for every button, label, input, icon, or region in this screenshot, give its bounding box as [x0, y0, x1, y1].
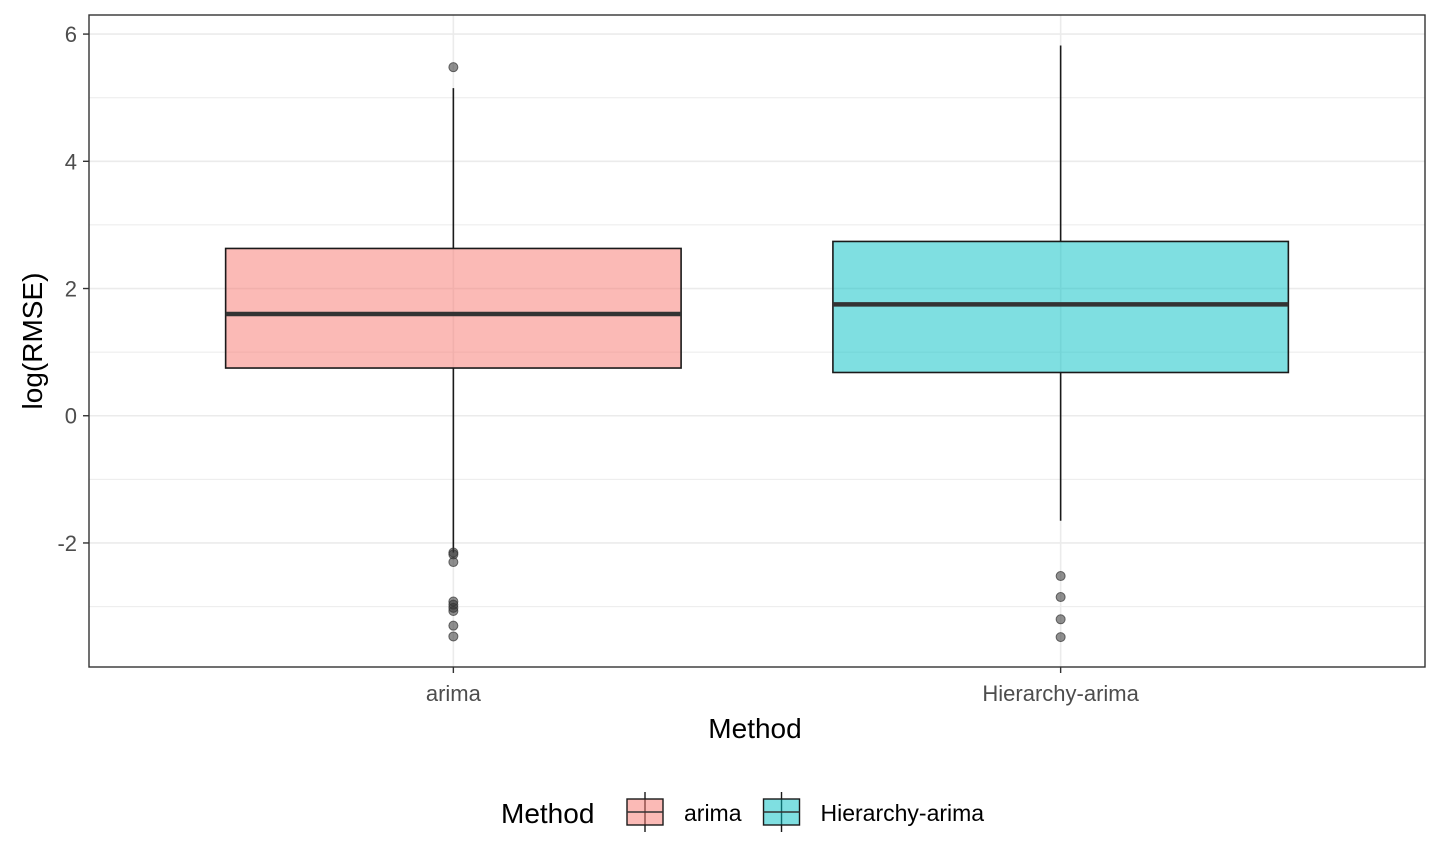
legend-item-hierarchy-arima: Hierarchy-arima [762, 792, 985, 832]
y-tick-label: 6 [65, 22, 77, 47]
outlier-point [1055, 614, 1066, 625]
y-tick-label: 0 [65, 404, 77, 429]
x-axis-title: Method [708, 713, 801, 744]
y-axis-ticks: 6 4 2 0 -2 [57, 22, 89, 556]
legend-title: Method [501, 798, 594, 829]
box-iqr [224, 247, 682, 369]
legend-item-arima: arima [626, 792, 742, 832]
outlier-point [1055, 632, 1066, 643]
box-hierarchy-arima [832, 45, 1290, 643]
legend-label: Hierarchy-arima [821, 800, 985, 826]
x-tick-label: Hierarchy-arima [982, 681, 1139, 706]
legend: Method arima Hierarchy-arima [501, 792, 984, 832]
y-tick-label: 2 [65, 277, 77, 302]
x-tick-label: arima [426, 681, 482, 706]
outlier-point [1055, 571, 1066, 582]
outlier-point [448, 631, 459, 642]
y-axis-title: log(RMSE) [17, 273, 48, 410]
box-arima [224, 62, 682, 642]
outlier-point [448, 62, 459, 73]
y-tick-label: -2 [57, 531, 77, 556]
boxes [224, 45, 1290, 643]
x-axis-ticks: arima Hierarchy-arima [426, 667, 1140, 706]
legend-items: arima Hierarchy-arima [626, 792, 985, 832]
outlier-point [448, 620, 459, 631]
box-iqr [832, 240, 1290, 374]
y-tick-label: 4 [65, 149, 77, 174]
outlier-point [1055, 592, 1066, 603]
outlier-point [448, 557, 459, 568]
legend-label: arima [684, 800, 742, 826]
plot-panel-border [88, 14, 1426, 668]
outlier-point [448, 606, 459, 617]
